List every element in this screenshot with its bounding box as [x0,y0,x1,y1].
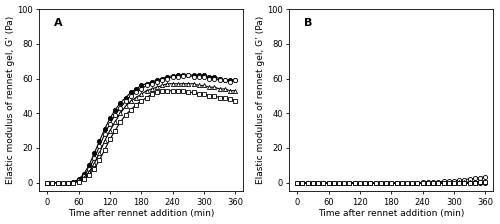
X-axis label: Time after rennet addition (min): Time after rennet addition (min) [318,209,464,218]
Y-axis label: Elastic modulus of rennet gel, G’ (Pa): Elastic modulus of rennet gel, G’ (Pa) [6,16,15,184]
Text: A: A [54,18,62,28]
Text: B: B [304,18,312,28]
X-axis label: Time after rennet addition (min): Time after rennet addition (min) [68,209,214,218]
Y-axis label: Elastic modulus of rennet gel, G’ (Pa): Elastic modulus of rennet gel, G’ (Pa) [256,16,264,184]
